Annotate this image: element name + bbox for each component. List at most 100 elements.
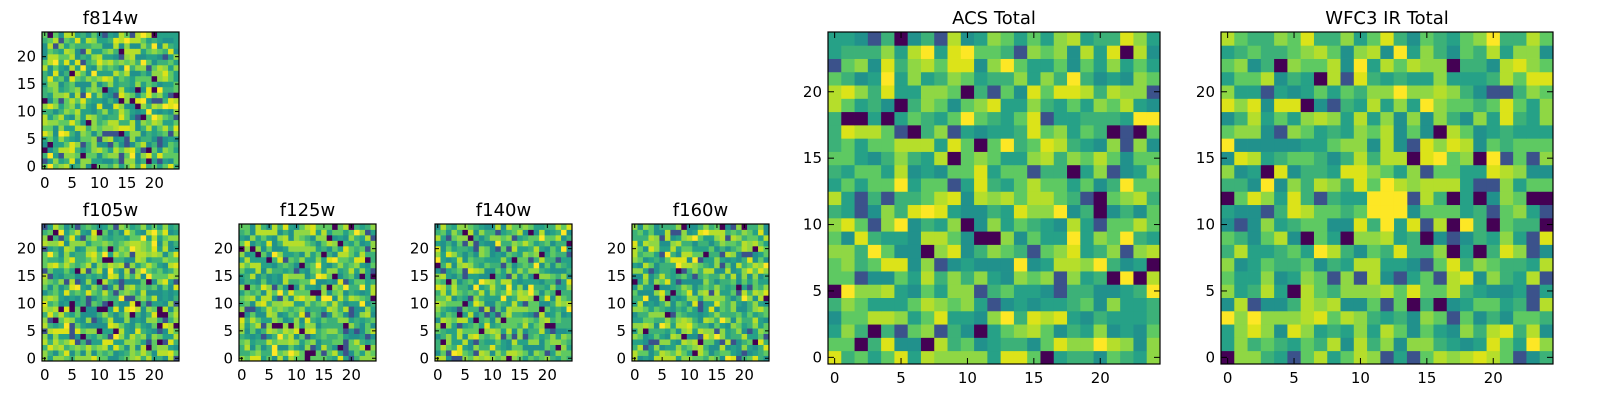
heatmap-cell	[249, 328, 256, 334]
heatmap-cell	[255, 295, 262, 302]
heatmap-cell	[52, 114, 59, 121]
heatmap-cell	[752, 224, 759, 230]
x-tick-label: 20	[1091, 369, 1110, 387]
heatmap-cell	[566, 284, 573, 291]
x-tick-label: 15	[117, 366, 136, 384]
heatmap-cell	[511, 234, 518, 241]
heatmap-cell	[1526, 32, 1541, 46]
heatmap-cell	[162, 48, 169, 55]
heatmap-cell	[1393, 71, 1408, 86]
heatmap-cell	[157, 108, 163, 115]
heatmap-cell	[675, 350, 682, 356]
heatmap-cell	[1539, 324, 1554, 338]
heatmap-cell	[69, 92, 76, 99]
heatmap-cell	[129, 262, 136, 269]
heatmap-cell	[91, 229, 98, 236]
heatmap-cell	[162, 147, 169, 153]
heatmap-cell	[664, 300, 671, 307]
heatmap-cell	[653, 289, 660, 296]
heatmap-cell	[1313, 191, 1328, 206]
heatmap-cell	[1313, 58, 1328, 73]
heatmap-cell	[1221, 138, 1235, 152]
heatmap-cell	[151, 267, 158, 274]
heatmap-cell	[140, 59, 147, 66]
heatmap-cell	[42, 64, 48, 71]
heatmap-cell	[1133, 324, 1148, 338]
heatmap-cell	[697, 328, 704, 334]
heatmap-cell	[725, 322, 732, 329]
heatmap-cell	[539, 300, 545, 307]
heatmap-cell	[365, 333, 371, 340]
heatmap-cell	[140, 136, 147, 142]
heatmap-cell	[113, 333, 120, 340]
heatmap-cell	[244, 300, 251, 307]
heatmap-cell	[960, 98, 975, 113]
heatmap-cell	[91, 344, 98, 351]
heatmap-cell	[157, 125, 163, 132]
heatmap-cell	[1000, 350, 1015, 365]
heatmap-cell	[337, 289, 344, 296]
heatmap-cell	[255, 322, 262, 329]
heatmap-cell	[1260, 217, 1275, 232]
heatmap-cell	[539, 251, 545, 258]
heatmap-cell	[102, 311, 109, 318]
heatmap-cell	[907, 58, 922, 73]
heatmap-cell	[332, 251, 339, 258]
heatmap-cell	[1053, 124, 1068, 139]
heatmap-cell	[1327, 204, 1341, 219]
heatmap-cell	[332, 262, 339, 269]
heatmap-cell	[107, 125, 114, 132]
heatmap-cell	[506, 234, 513, 241]
heatmap-cell	[1393, 58, 1408, 73]
heatmap-cell	[140, 119, 147, 126]
heatmap-cell	[332, 273, 339, 280]
heatmap-cell	[69, 278, 76, 285]
heatmap-cell	[675, 289, 682, 296]
heatmap-cell	[85, 86, 92, 93]
heatmap-cell	[648, 317, 655, 324]
heatmap-cell	[1221, 71, 1235, 86]
heatmap-cell	[337, 344, 344, 351]
heatmap-cell	[960, 244, 975, 259]
heatmap-cell	[528, 317, 535, 324]
heatmap-cell	[80, 163, 87, 170]
heatmap-cell	[1313, 324, 1328, 338]
heatmap-cell	[1327, 337, 1341, 352]
heatmap-cell	[69, 240, 76, 247]
heatmap-cell	[1260, 350, 1275, 365]
heatmap-cell	[244, 284, 251, 291]
heatmap-cell	[714, 251, 721, 258]
heatmap-cell	[102, 64, 109, 71]
heatmap-cell	[670, 317, 677, 324]
heatmap-cell	[539, 311, 545, 318]
heatmap-cell	[854, 124, 869, 139]
heatmap-cell	[752, 311, 759, 318]
heatmap-cell	[118, 224, 125, 230]
heatmap-cell	[1221, 310, 1235, 325]
heatmap-cell	[47, 75, 54, 82]
heatmap-cell	[52, 322, 59, 329]
heatmap-cell	[113, 267, 120, 274]
heatmap-cell	[91, 92, 98, 99]
heatmap-cell	[947, 204, 962, 219]
heatmap-cell	[1053, 297, 1068, 312]
heatmap-cell	[74, 97, 81, 104]
heatmap-cell	[1406, 284, 1421, 298]
heatmap-cell	[277, 240, 284, 247]
heatmap-cell	[435, 267, 441, 274]
heatmap-cell	[135, 240, 142, 247]
heatmap-cell	[42, 103, 48, 110]
heatmap-cell	[293, 295, 300, 302]
heatmap-cell	[260, 328, 267, 334]
heatmap-cell	[288, 322, 295, 329]
heatmap-cell	[692, 267, 699, 274]
heatmap-cell	[135, 86, 142, 93]
heatmap-cell	[58, 141, 65, 148]
heatmap-cell	[135, 322, 142, 329]
heatmap-cell	[47, 317, 54, 324]
heatmap-cell	[681, 273, 688, 280]
heatmap-cell	[664, 350, 671, 356]
heatmap-cell	[102, 130, 109, 137]
heatmap-cell	[854, 151, 869, 166]
heatmap-cell	[52, 81, 59, 88]
